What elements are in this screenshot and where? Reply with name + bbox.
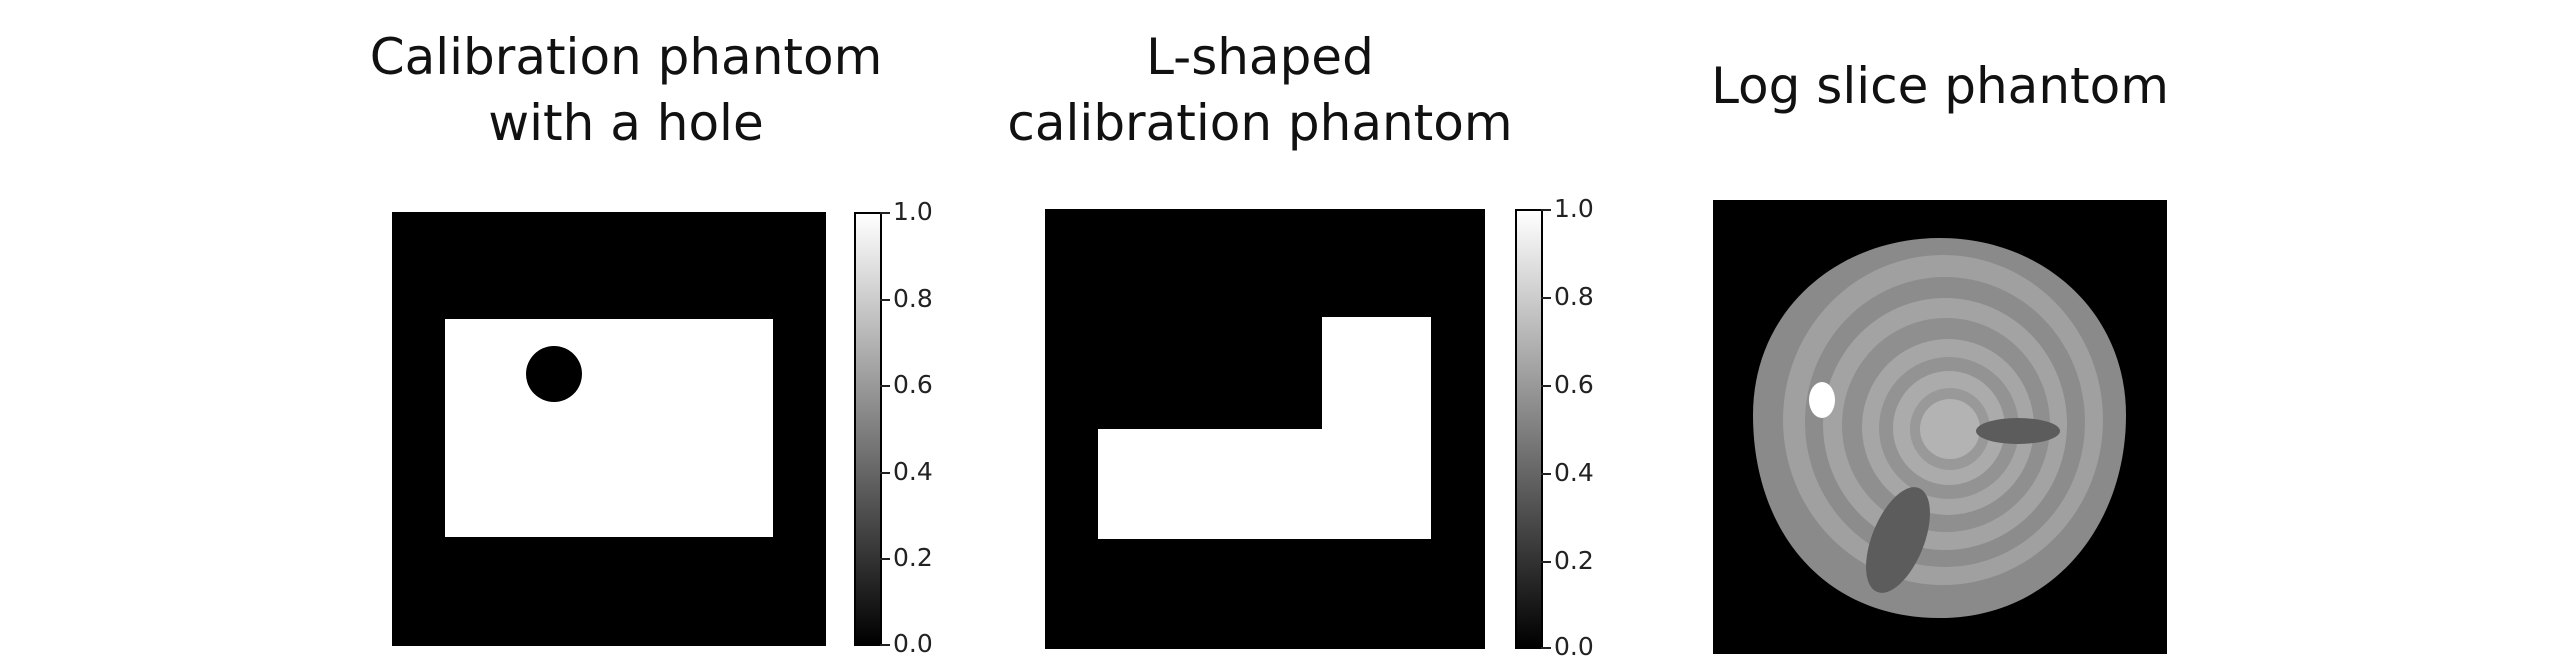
log-knot-dark xyxy=(1976,418,2060,444)
panel1-image xyxy=(392,212,826,646)
cb2-ticklabel: 0.6 xyxy=(1554,371,1594,399)
cb2-tick xyxy=(1541,473,1551,475)
cb2-tick xyxy=(1541,647,1551,649)
cb2-ticklabel: 0.4 xyxy=(1554,459,1594,487)
cb1-tick xyxy=(880,558,890,560)
panel2-colorbar xyxy=(1515,209,1543,649)
cb1-ticklabel: 1.0 xyxy=(893,198,933,226)
cb1-ticklabel: 0.0 xyxy=(893,630,933,658)
panel3-title-line1: Log slice phantom xyxy=(1630,53,2250,119)
panel1-hole xyxy=(392,212,826,646)
panel2-title-line2: calibration phantom xyxy=(950,90,1570,156)
cb2-tick xyxy=(1541,297,1551,299)
panel2-l-vertical-bar xyxy=(1322,317,1431,431)
panel3-log-slice xyxy=(1713,200,2167,654)
panel2-image xyxy=(1045,209,1485,649)
cb2-tick xyxy=(1541,561,1551,563)
cb1-ticklabel: 0.8 xyxy=(893,285,933,313)
log-knot-white xyxy=(1809,382,1835,418)
panel1-title-line2: with a hole xyxy=(316,90,936,156)
cb2-ticklabel: 0.2 xyxy=(1554,547,1594,575)
panel2-l-bottom-bar xyxy=(1098,429,1431,539)
log-pith xyxy=(1920,399,1980,459)
cb1-tick xyxy=(880,212,890,214)
cb1-tick xyxy=(880,299,890,301)
panel1-title: Calibration phantom with a hole xyxy=(316,24,936,156)
cb2-tick xyxy=(1541,385,1551,387)
panel2-title: L-shaped calibration phantom xyxy=(950,24,1570,156)
panel1-colorbar xyxy=(854,212,882,646)
cb1-ticklabel: 0.4 xyxy=(893,458,933,486)
cb2-ticklabel: 1.0 xyxy=(1554,195,1594,223)
panel2-title-line1: L-shaped xyxy=(950,24,1570,90)
panel3-image xyxy=(1713,200,2167,654)
panel3-title: Log slice phantom xyxy=(1630,53,2250,119)
cb1-ticklabel: 0.6 xyxy=(893,371,933,399)
cb1-ticklabel: 0.2 xyxy=(893,544,933,572)
panel1-title-line1: Calibration phantom xyxy=(316,24,936,90)
cb1-tick xyxy=(880,472,890,474)
cb2-ticklabel: 0.0 xyxy=(1554,633,1594,661)
cb1-tick xyxy=(880,385,890,387)
cb2-tick xyxy=(1541,209,1551,211)
cb2-ticklabel: 0.8 xyxy=(1554,283,1594,311)
cb1-tick xyxy=(880,644,890,646)
